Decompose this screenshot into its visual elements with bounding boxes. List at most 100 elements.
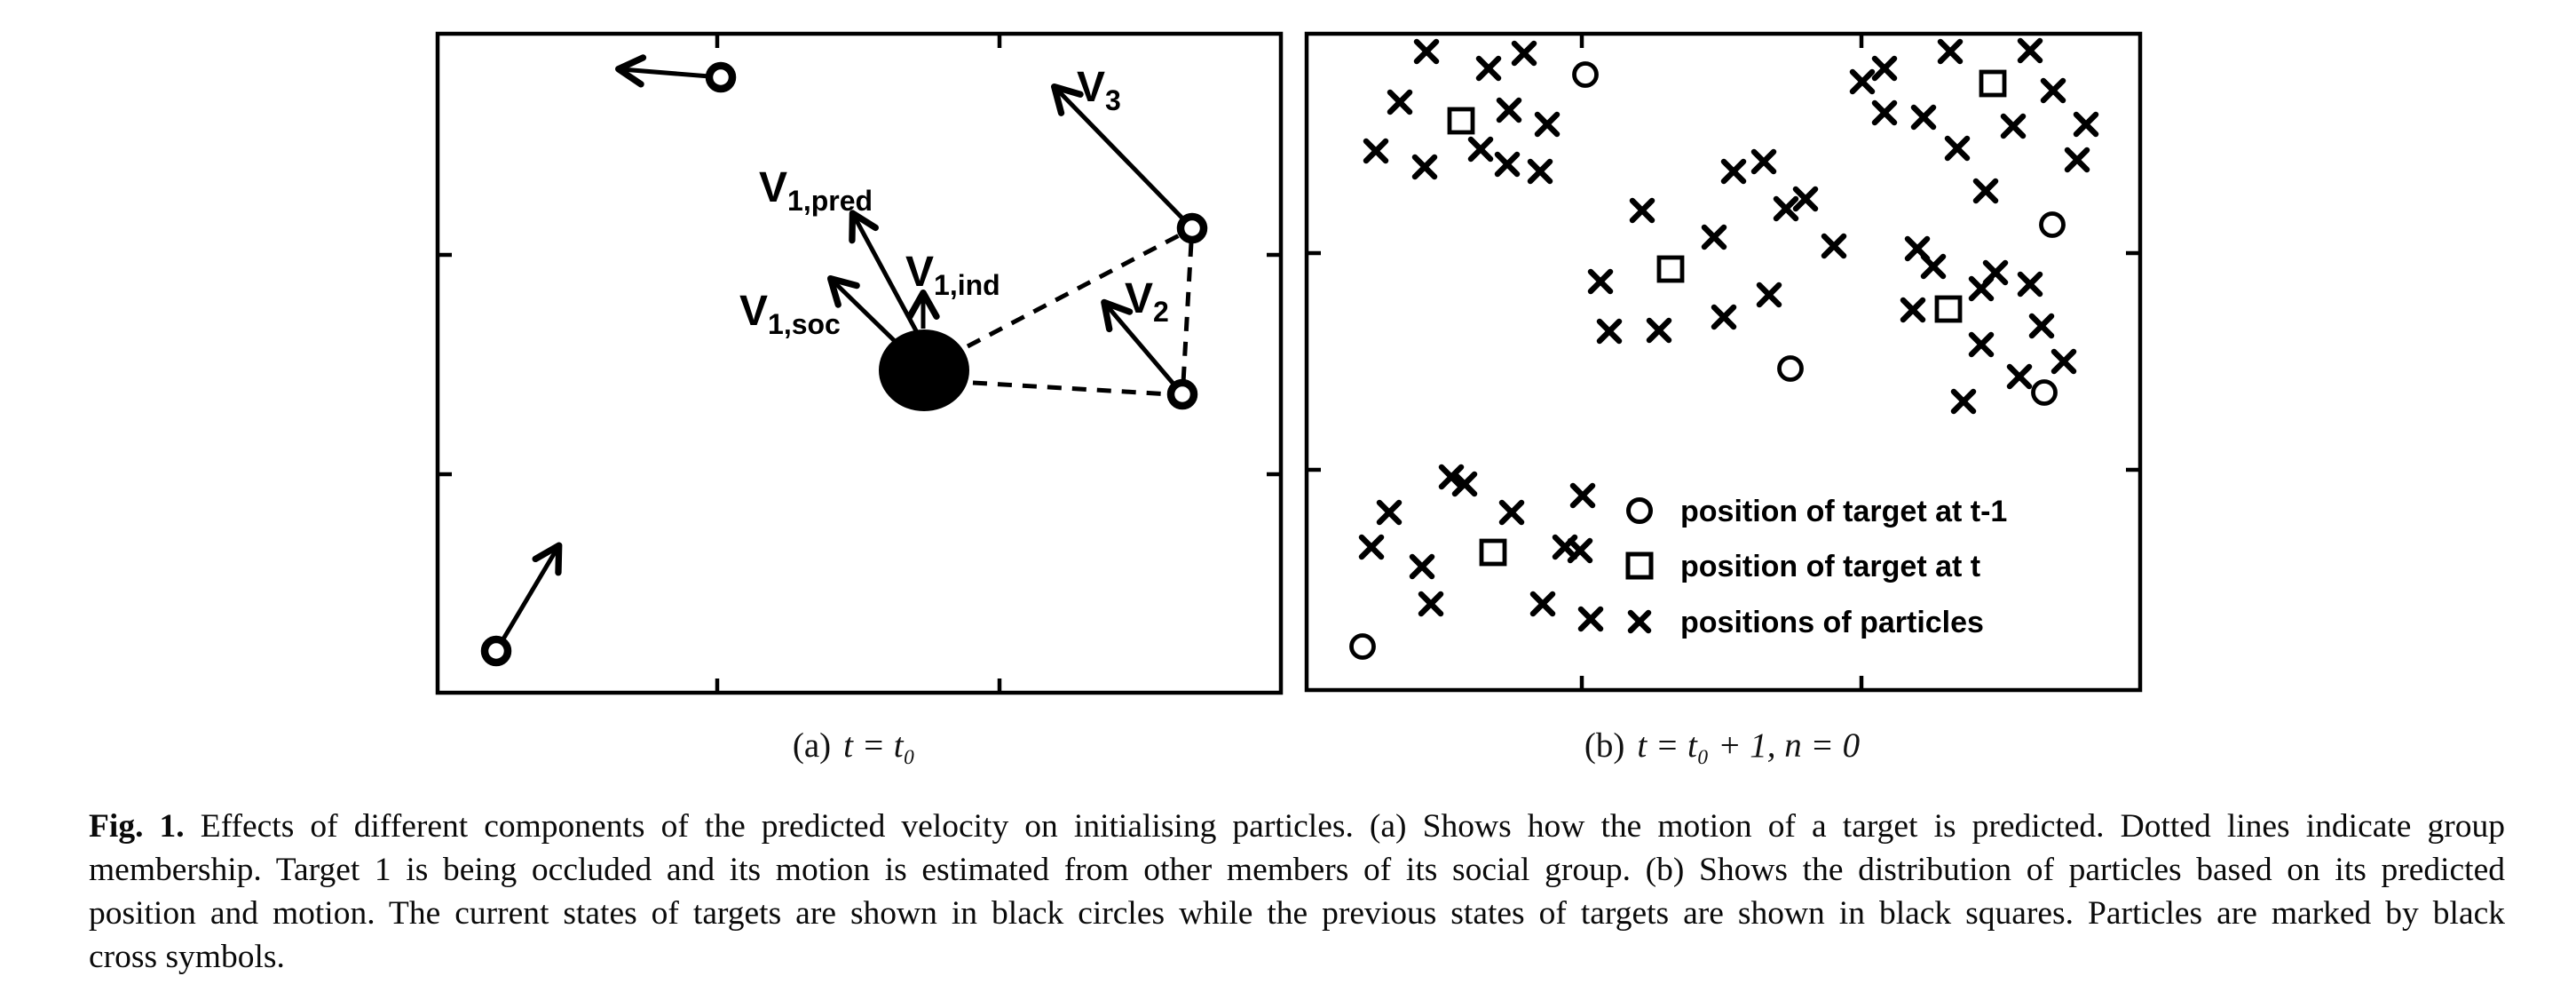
target-t1-circle-icon: [1349, 633, 1376, 660]
panel-border: [1304, 31, 2143, 693]
target-t1-circle-icon: [2031, 379, 2058, 406]
particle-cross-icon: [2017, 271, 2043, 298]
particle-cross-icon: [1529, 591, 1556, 617]
particle-cross-icon: [2017, 37, 2043, 64]
particle-cross-icon: [1363, 138, 1389, 164]
particle-cross-icon: [1920, 253, 1947, 280]
target-t-square-icon: [1979, 69, 2007, 98]
vector-label: V2: [1125, 275, 1169, 328]
particle-cross-icon: [1376, 499, 1403, 526]
legend-cross-icon: [1627, 609, 1652, 634]
particle-cross-icon: [2051, 348, 2077, 375]
particle-cross-icon: [1720, 158, 1747, 185]
panel-border: [435, 31, 1284, 695]
particle-cross-icon: [1629, 197, 1655, 224]
group-target-circle-icon: [1176, 212, 1208, 244]
v2-arrow: [1101, 298, 1184, 396]
caption-text: Effects of different components of the p…: [200, 808, 2506, 845]
vector-label: V1,soc: [739, 288, 841, 340]
caption-line: position and motion. The current states …: [89, 895, 2505, 932]
group-target-circle-icon: [705, 61, 737, 93]
particle-cross-icon: [1937, 38, 1964, 65]
particle-cross-icon: [1972, 178, 1999, 204]
legend-label: position of target at t-1: [1680, 495, 2007, 528]
particle-cross-icon: [1900, 297, 1926, 323]
legend-circle-icon: [1626, 497, 1653, 524]
legend-label: positions of particles: [1680, 606, 1984, 639]
particle-cross-icon: [2028, 313, 2055, 339]
particle-cross-icon: [1511, 40, 1537, 67]
group-membership-dashed-line: [966, 229, 1188, 349]
particle-cross-icon: [1950, 388, 1977, 415]
particle-cross-icon: [1409, 553, 1435, 580]
vector-label: V1,ind: [905, 249, 1000, 301]
subcaption-b-prefix: (b): [1584, 726, 1624, 765]
neighbor-velocity-arrow: [615, 54, 722, 88]
legend-square-icon: [1625, 552, 1654, 580]
particle-cross-icon: [1467, 136, 1494, 163]
particle-cross-icon: [1596, 318, 1623, 345]
caption-line: Fig. 1. Effects of different components …: [89, 805, 2505, 848]
particle-cross-icon: [2040, 77, 2066, 104]
subcaption-a: (a) t = t₀: [793, 726, 915, 765]
particle-cross-icon: [1849, 68, 1876, 95]
figure-svg: V3 V2 V1,pred V1,ind V1,soc position of targ…: [435, 31, 2143, 765]
particle-cross-icon: [1451, 471, 1478, 497]
neighbor-velocity-arrow-2: [494, 542, 563, 653]
subcaption-a-math: t = t₀: [843, 726, 915, 765]
group-target-circle-icon: [480, 635, 512, 667]
particle-cross-icon: [1871, 99, 1898, 126]
target-t1-circle-icon: [1777, 355, 1804, 382]
particle-cross-icon: [1968, 331, 1995, 358]
particle-cross-icon: [1756, 282, 1782, 308]
legend-label: position of target at t: [1680, 550, 1980, 583]
target-t-square-icon: [1479, 538, 1507, 567]
particle-cross-icon: [1413, 38, 1440, 65]
caption-line: membership. Target 1 is being occluded a…: [89, 852, 2505, 888]
figure-caption: Fig. 1. Effects of different components …: [89, 805, 2505, 979]
particle-cross-icon: [1411, 154, 1438, 180]
occluded-target-1: [879, 329, 969, 411]
particle-cross-icon: [1711, 304, 1737, 330]
particle-cross-icon: [1821, 233, 1847, 259]
legend-row: position of target at t-1: [1626, 495, 2007, 528]
vector-label: V3: [1077, 64, 1121, 116]
caption-figure-label: Fig. 1.: [89, 808, 185, 845]
particle-cross-icon: [2000, 113, 2027, 139]
particle-cross-icon: [1792, 186, 1819, 212]
particle-cross-icon: [1944, 135, 1971, 162]
particle-cross-icon: [2073, 111, 2099, 138]
particle-cross-icon: [1773, 195, 1799, 222]
target-t-square-icon: [1656, 255, 1685, 283]
particle-cross-icon: [1910, 104, 1937, 131]
particle-cross-icon: [1438, 464, 1465, 490]
particle-cross-icon: [1567, 537, 1593, 564]
group-target-circle-icon: [1166, 378, 1198, 410]
particle-cross-icon: [1475, 55, 1502, 82]
vector-label: V1,pred: [759, 164, 873, 217]
legend: position of target at t-1 position of tar…: [1625, 495, 2007, 639]
particle-cross-icon: [1701, 224, 1727, 250]
particle-cross-icon: [1569, 482, 1596, 509]
particle-cross-icon: [1387, 89, 1413, 115]
particle-cross-icon: [1358, 534, 1385, 560]
particle-cross-icon: [1587, 268, 1614, 295]
panel-b-particle-distribution: position of target at t-1 position of tar…: [1304, 31, 2143, 693]
particle-cross-icon: [1534, 111, 1561, 138]
legend-row: positions of particles: [1627, 606, 1984, 639]
particle-cross-icon: [1527, 158, 1553, 185]
group-membership-dashed-line: [972, 380, 1172, 397]
target-t-square-icon: [1447, 107, 1475, 135]
caption-line: cross symbols.: [89, 939, 285, 975]
v3-arrow: [1051, 83, 1194, 230]
particle-cross-icon: [1750, 148, 1777, 175]
target-t1-circle-icon: [1572, 61, 1599, 88]
particle-cross-icon: [1577, 606, 1604, 632]
subcaption-b: (b) t = t₀ + 1, n = 0: [1584, 726, 1860, 765]
particle-cross-icon: [1968, 275, 1995, 302]
target-t-square-icon: [1934, 295, 1963, 323]
target-t1-circle-icon: [2039, 211, 2066, 238]
particle-cross-icon: [2006, 363, 2033, 390]
v1-soc-arrow: [826, 275, 900, 346]
